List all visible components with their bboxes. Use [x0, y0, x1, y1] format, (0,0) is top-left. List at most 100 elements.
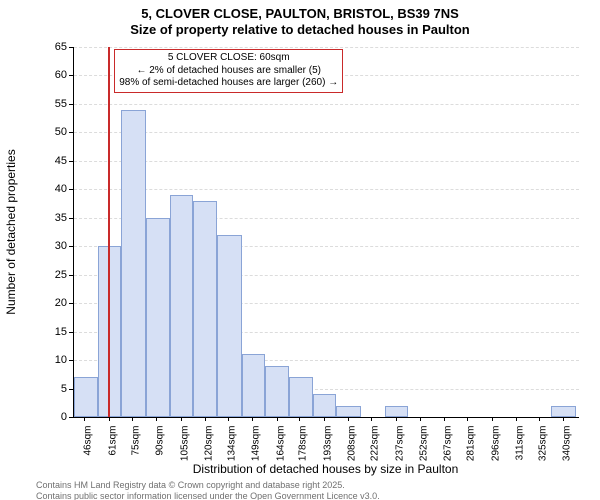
x-tick-mark [371, 417, 372, 421]
y-tick-label: 0 [27, 411, 67, 423]
x-tick-mark [132, 417, 133, 421]
y-tick-label: 25 [27, 269, 67, 281]
callout-line-2: ← 2% of detached houses are smaller (5) [119, 65, 338, 78]
histogram-bar [193, 201, 217, 417]
callout-line-1: 5 CLOVER CLOSE: 60sqm [119, 52, 338, 65]
x-tick-label: 61sqm [107, 426, 118, 456]
y-tick-label: 45 [27, 155, 67, 167]
title-line-2: Size of property relative to detached ho… [0, 22, 600, 37]
x-tick-label: 267sqm [443, 426, 454, 462]
histogram-bar [146, 218, 170, 417]
y-tick-mark [69, 417, 73, 418]
x-tick-label: 46sqm [83, 426, 94, 456]
reference-line [108, 47, 110, 417]
histogram-bar [385, 406, 408, 417]
y-tick-mark [69, 360, 73, 361]
x-tick-label: 134sqm [226, 426, 237, 462]
y-tick-mark [69, 332, 73, 333]
y-tick-mark [69, 246, 73, 247]
y-tick-label: 15 [27, 326, 67, 338]
x-axis-label: Distribution of detached houses by size … [73, 462, 578, 476]
x-tick-mark [516, 417, 517, 421]
y-tick-label: 5 [27, 383, 67, 395]
x-tick-label: 281sqm [466, 426, 477, 462]
y-axis-label: Number of detached properties [4, 149, 18, 314]
x-tick-mark [563, 417, 564, 421]
x-tick-label: 149sqm [251, 426, 262, 462]
x-tick-label: 193sqm [322, 426, 333, 462]
x-tick-label: 208sqm [347, 426, 358, 462]
title-line-1: 5, CLOVER CLOSE, PAULTON, BRISTOL, BS39 … [0, 6, 600, 21]
x-tick-mark [299, 417, 300, 421]
y-tick-label: 20 [27, 297, 67, 309]
y-tick-label: 60 [27, 69, 67, 81]
x-tick-mark [348, 417, 349, 421]
y-tick-label: 35 [27, 212, 67, 224]
x-tick-mark [539, 417, 540, 421]
x-tick-mark [324, 417, 325, 421]
y-tick-mark [69, 161, 73, 162]
gridline [74, 104, 579, 105]
y-tick-label: 40 [27, 183, 67, 195]
y-tick-label: 50 [27, 126, 67, 138]
plot-area: 5 CLOVER CLOSE: 60sqm ← 2% of detached h… [73, 47, 579, 418]
x-tick-label: 120sqm [203, 426, 214, 462]
x-tick-label: 105sqm [179, 426, 190, 462]
chart-container: { "title": { "line1": "5, CLOVER CLOSE, … [0, 0, 600, 500]
x-tick-label: 90sqm [155, 426, 166, 456]
gridline [74, 189, 579, 190]
histogram-bar [170, 195, 193, 417]
x-tick-label: 75sqm [130, 426, 141, 456]
y-tick-label: 10 [27, 354, 67, 366]
x-tick-label: 252sqm [418, 426, 429, 462]
x-tick-mark [252, 417, 253, 421]
x-tick-mark [84, 417, 85, 421]
x-tick-mark [444, 417, 445, 421]
y-tick-label: 30 [27, 240, 67, 252]
y-tick-mark [69, 303, 73, 304]
x-tick-label: 340sqm [562, 426, 573, 462]
reference-callout: 5 CLOVER CLOSE: 60sqm ← 2% of detached h… [114, 49, 343, 93]
x-tick-mark [277, 417, 278, 421]
footer-line-1: Contains HM Land Registry data © Crown c… [36, 480, 345, 490]
x-tick-mark [181, 417, 182, 421]
y-tick-mark [69, 389, 73, 390]
gridline [74, 47, 579, 48]
gridline [74, 132, 579, 133]
histogram-bar [242, 354, 265, 417]
x-tick-mark [492, 417, 493, 421]
y-tick-mark [69, 132, 73, 133]
y-tick-mark [69, 47, 73, 48]
x-tick-label: 311sqm [515, 426, 526, 461]
x-tick-mark [467, 417, 468, 421]
histogram-bar [551, 406, 575, 417]
y-tick-mark [69, 218, 73, 219]
histogram-bar [74, 377, 98, 417]
y-tick-label: 65 [27, 41, 67, 53]
x-tick-mark [156, 417, 157, 421]
x-tick-label: 178sqm [298, 426, 309, 462]
y-tick-label: 55 [27, 98, 67, 110]
x-tick-label: 222sqm [370, 426, 381, 462]
x-tick-mark [420, 417, 421, 421]
x-tick-label: 164sqm [275, 426, 286, 462]
histogram-bar [313, 394, 336, 417]
y-tick-mark [69, 275, 73, 276]
histogram-bar [217, 235, 241, 417]
x-tick-mark [228, 417, 229, 421]
footer-line-2: Contains public sector information licen… [36, 491, 380, 500]
x-tick-label: 237sqm [394, 426, 405, 462]
y-tick-mark [69, 75, 73, 76]
x-tick-label: 296sqm [490, 426, 501, 462]
y-tick-mark [69, 189, 73, 190]
histogram-bar [265, 366, 289, 417]
callout-line-3: 98% of semi-detached houses are larger (… [119, 77, 338, 90]
gridline [74, 161, 579, 162]
x-tick-mark [109, 417, 110, 421]
histogram-bar [121, 110, 145, 417]
histogram-bar [336, 406, 360, 417]
x-tick-mark [205, 417, 206, 421]
y-tick-mark [69, 104, 73, 105]
x-tick-mark [396, 417, 397, 421]
x-tick-label: 325sqm [537, 426, 548, 462]
